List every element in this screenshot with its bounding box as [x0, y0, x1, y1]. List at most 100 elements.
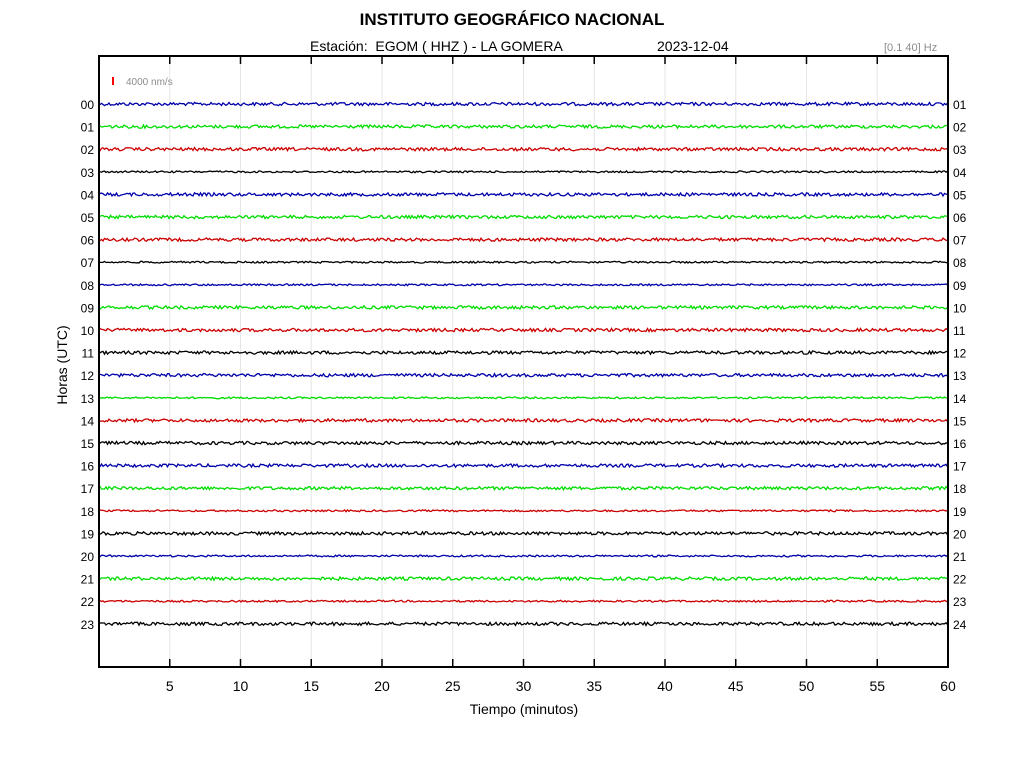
right-hour-label: 18 [953, 482, 967, 496]
x-tick-label: 45 [728, 678, 744, 694]
left-hour-label: 21 [81, 573, 95, 587]
left-hour-label: 13 [81, 392, 95, 406]
trace-hour-04 [98, 191, 948, 198]
left-hour-label: 02 [81, 143, 95, 157]
trace-hour-12 [98, 372, 948, 378]
right-hour-label: 21 [953, 550, 967, 564]
x-tick-label: 60 [940, 678, 956, 694]
right-hour-label: 08 [953, 256, 967, 270]
scale-bar [112, 77, 114, 85]
right-hour-label: 23 [953, 595, 967, 609]
scale-label: 4000 nm/s [126, 77, 173, 88]
right-hour-label: 03 [953, 143, 967, 157]
trace-hour-15 [98, 440, 948, 446]
left-hour-label: 00 [81, 98, 95, 112]
left-hour-label: 18 [81, 505, 95, 519]
trace-hour-08 [99, 282, 948, 287]
left-hour-label: 04 [81, 188, 95, 202]
right-hour-label: 10 [953, 301, 967, 315]
right-hour-label: 13 [953, 369, 967, 383]
trace-hour-11 [98, 349, 948, 356]
left-hour-label: 12 [81, 369, 95, 383]
y-axis-label: Horas (UTC) [54, 325, 70, 405]
trace-hour-00 [98, 101, 948, 107]
x-tick-label: 35 [586, 678, 602, 694]
right-hour-label: 02 [953, 121, 967, 135]
trace-hour-02 [98, 146, 948, 153]
right-hour-label: 19 [953, 505, 967, 519]
right-hour-label: 12 [953, 347, 967, 361]
trace-hour-07 [98, 260, 948, 265]
trace-hour-03 [99, 169, 948, 174]
x-axis-label: Tiempo (minutos) [469, 701, 579, 717]
right-hour-label: 05 [953, 188, 967, 202]
left-hour-label: 20 [81, 550, 95, 564]
trace-hour-01 [98, 123, 948, 130]
left-hour-label: 10 [81, 324, 95, 338]
trace-hour-17 [98, 485, 948, 492]
right-hour-label: 11 [953, 324, 966, 338]
left-hour-label: 11 [82, 347, 95, 361]
x-tick-label: 50 [799, 678, 815, 694]
left-hour-label: 16 [81, 460, 95, 474]
x-tick-label: 25 [445, 678, 461, 694]
trace-hour-13 [98, 395, 948, 400]
left-hour-label: 19 [81, 527, 95, 541]
station-info: Estación: EGOM ( HHZ ) - LA GOMERA [310, 38, 563, 54]
trace-hour-09 [98, 304, 948, 311]
right-hour-label: 15 [953, 414, 967, 428]
right-hour-label: 07 [953, 234, 967, 248]
right-hour-labels: 01 02 03 04 05 06 07 08 09 10 11 12 13 14 15 16 17 18 19 20… [953, 98, 967, 632]
trace-hour-21 [98, 575, 948, 582]
left-hour-label: 23 [81, 618, 95, 632]
recording-date: 2023-12-04 [657, 38, 729, 54]
right-hour-label: 17 [953, 460, 967, 474]
x-tick-label: 30 [516, 678, 532, 694]
seismic-traces [98, 101, 949, 627]
trace-hour-10 [98, 327, 948, 333]
right-hour-label: 16 [953, 437, 967, 451]
left-hour-label: 09 [81, 301, 95, 315]
trace-hour-06 [98, 236, 948, 243]
amplitude-scale: 4000 nm/s [112, 77, 173, 88]
trace-hour-20 [98, 554, 948, 558]
right-hour-label: 01 [953, 98, 967, 112]
x-tick-label: 55 [869, 678, 885, 694]
left-hour-label: 22 [81, 595, 95, 609]
x-tick-label: 15 [303, 678, 319, 694]
right-hour-label: 09 [953, 279, 967, 293]
x-tick-label: 10 [233, 678, 249, 694]
right-hour-label: 14 [953, 392, 967, 406]
vertical-grid [169, 57, 878, 666]
trace-hour-23 [98, 620, 948, 627]
right-hour-label: 04 [953, 166, 967, 180]
left-hour-label: 08 [81, 279, 95, 293]
left-hour-label: 15 [81, 437, 95, 451]
trace-hour-14 [98, 417, 948, 424]
plot-frame [98, 55, 949, 668]
frequency-band: [0.1 40] Hz [884, 42, 938, 54]
left-hour-labels: 00 01 02 03 04 05 06 07 08 09 10 11 12 13 14 15 16 17 18 19… [81, 98, 95, 632]
trace-hour-16 [98, 462, 949, 469]
trace-hour-19 [98, 530, 949, 537]
right-hour-label: 20 [953, 527, 967, 541]
left-hour-label: 06 [81, 234, 95, 248]
left-hour-label: 17 [81, 482, 95, 496]
left-hour-label: 07 [81, 256, 95, 270]
left-hour-label: 03 [81, 166, 95, 180]
left-hour-label: 05 [81, 211, 95, 225]
right-hour-label: 06 [953, 211, 967, 225]
right-hour-label: 24 [953, 618, 967, 632]
x-tick-label: 5 [166, 678, 174, 694]
x-tick-label: 40 [657, 678, 673, 694]
trace-hour-05 [98, 214, 948, 220]
left-hour-label: 01 [81, 121, 95, 135]
right-hour-label: 22 [953, 573, 967, 587]
x-tick-label: 20 [374, 678, 390, 694]
trace-hour-22 [98, 599, 948, 604]
left-hour-label: 14 [81, 414, 95, 428]
x-axis-ticks: 5 10 15 20 25 30 35 40 45 50 55 60 [166, 57, 956, 694]
chart-title: INSTITUTO GEOGRÁFICO NACIONAL [359, 10, 665, 29]
trace-hour-18 [98, 508, 948, 513]
